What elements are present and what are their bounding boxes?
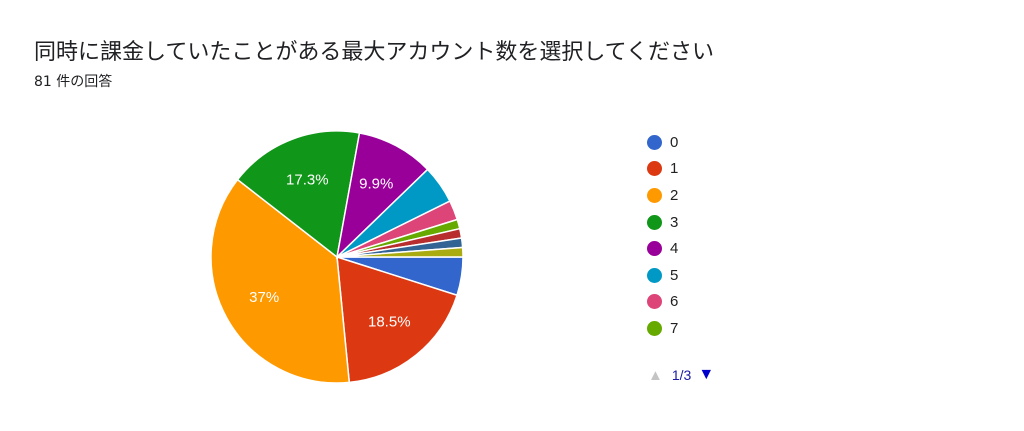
slice-data-label: 9.9% — [359, 176, 393, 193]
slice-data-label: 17.3% — [286, 171, 329, 188]
legend-swatch — [647, 134, 662, 150]
legend-label: 0 — [670, 133, 679, 151]
legend-swatch — [647, 294, 662, 310]
legend-item: 6 — [647, 289, 678, 316]
legend-pager: ▲ 1/3 ▼ — [648, 366, 714, 384]
legend-item: 2 — [647, 182, 678, 209]
legend-item: 0 — [647, 129, 678, 156]
triangle-down-icon[interactable]: ▼ — [698, 366, 715, 383]
pie-slice-4 — [335, 132, 429, 260]
legend-swatch — [647, 241, 662, 257]
legend-label: 7 — [670, 319, 679, 337]
slice-data-label: 37% — [249, 289, 279, 306]
chart-title: 同時に課金していたことがある最大アカウント数を選択してください — [34, 40, 715, 65]
legend-swatch — [647, 161, 662, 177]
legend-swatch — [647, 187, 662, 203]
pie-slice-2 — [210, 178, 351, 384]
legend-item: 3 — [647, 209, 678, 236]
pie-slice-10 — [336, 246, 464, 258]
legend-item: 1 — [647, 156, 678, 183]
legend-item: 5 — [647, 262, 678, 289]
legend-label: 6 — [670, 293, 679, 311]
legend-label: 3 — [670, 213, 679, 231]
legend-swatch — [647, 214, 662, 230]
pie-slice-3 — [236, 130, 361, 259]
legend-swatch — [647, 267, 662, 283]
legend-label: 2 — [670, 186, 679, 204]
legend-item: 4 — [647, 235, 678, 262]
page-indicator: 1/3 — [671, 367, 692, 383]
legend: 0 1 2 3 4 5 6 7 — [647, 129, 678, 342]
legend-label: 5 — [670, 266, 679, 284]
pie-slice-1 — [336, 255, 458, 384]
legend-label: 1 — [670, 160, 679, 178]
triangle-up-icon: ▲ — [648, 366, 663, 384]
slice-data-label: 18.5% — [368, 314, 411, 331]
legend-item: 7 — [647, 315, 678, 342]
legend-label: 4 — [670, 240, 679, 258]
response-count: 81 件の回答 — [34, 74, 113, 90]
legend-swatch — [647, 320, 662, 336]
